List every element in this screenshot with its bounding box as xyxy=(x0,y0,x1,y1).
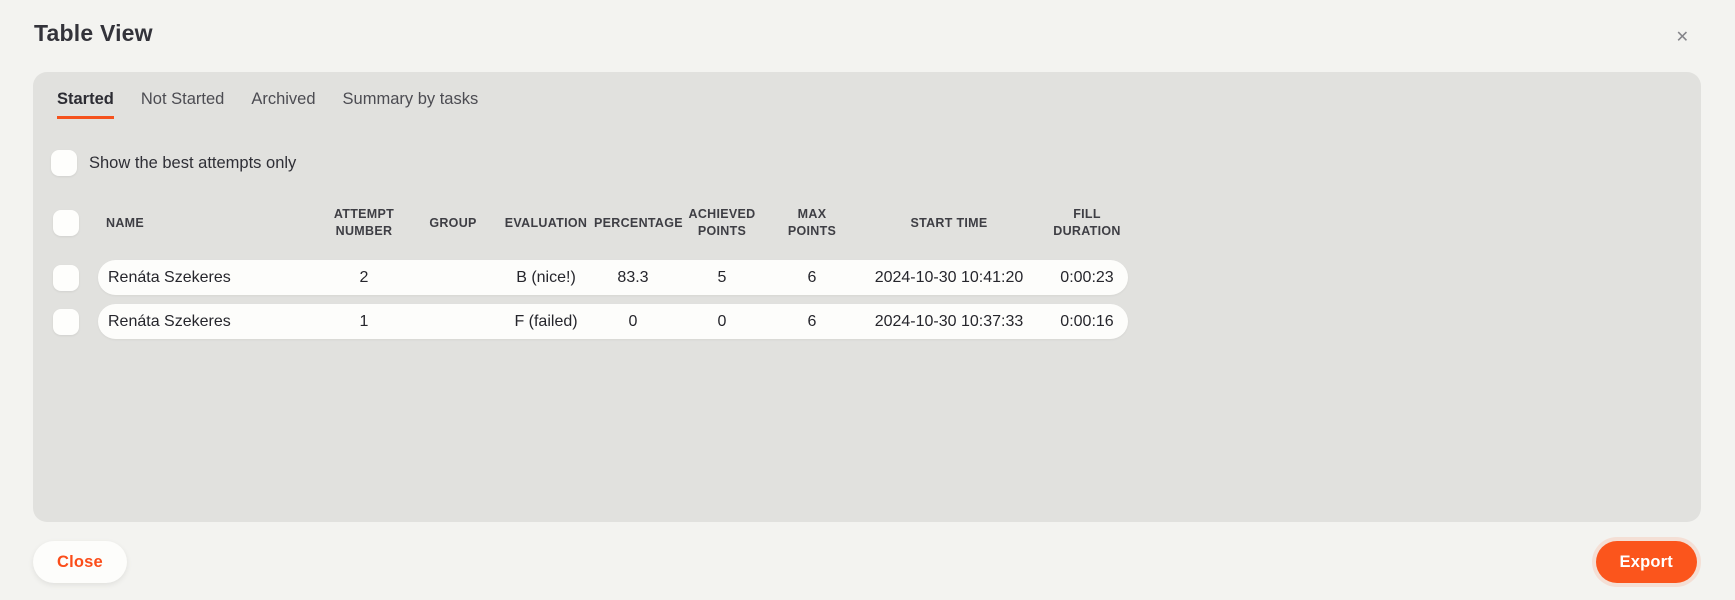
cell-start-time: 2024-10-30 10:37:33 xyxy=(874,312,1024,330)
tab-summary-by-tasks[interactable]: Summary by tasks xyxy=(342,90,479,108)
best-attempts-checkbox[interactable] xyxy=(51,150,77,176)
column-header-fill-duration: FILL DURATION xyxy=(1053,207,1121,238)
cell-evaluation: B (nice!) xyxy=(516,268,576,286)
column-header-percentage: PERCENTAGE xyxy=(594,215,683,230)
best-attempts-filter: Show the best attempts only xyxy=(51,150,1677,176)
close-icon[interactable]: ✕ xyxy=(1675,29,1689,46)
column-header-max-points: MAX POINTS xyxy=(787,207,837,238)
select-all-checkbox[interactable] xyxy=(53,210,79,236)
cell-achieved-points: 5 xyxy=(717,268,727,286)
tab-archived[interactable]: Archived xyxy=(251,90,316,108)
best-attempts-label: Show the best attempts only xyxy=(89,153,297,172)
table-row: Renáta Szekeres 2 B (nice!) 83.3 5 6 202… xyxy=(53,260,1677,295)
cell-max-points: 6 xyxy=(807,268,817,286)
column-header-start-time: START TIME xyxy=(910,215,988,230)
cell-percentage: 0 xyxy=(628,312,638,330)
export-button[interactable]: Export xyxy=(1595,541,1697,583)
cell-start-time: 2024-10-30 10:41:20 xyxy=(874,268,1024,286)
cell-fill-duration: 0:00:23 xyxy=(1060,268,1114,286)
column-header-name: NAME xyxy=(106,215,145,230)
table-view-panel: Started Not Started Archived Summary by … xyxy=(33,72,1701,522)
table-header-grid: NAME ATTEMPT NUMBER GROUP EVALUATION PER… xyxy=(98,206,1128,240)
table-body: Renáta Szekeres 2 B (nice!) 83.3 5 6 202… xyxy=(53,260,1677,339)
attempts-table: NAME ATTEMPT NUMBER GROUP EVALUATION PER… xyxy=(53,197,1677,339)
cell-max-points: 6 xyxy=(807,312,817,330)
attempt-row[interactable]: Renáta Szekeres 2 B (nice!) 83.3 5 6 202… xyxy=(98,260,1128,295)
column-header-attempt-number: ATTEMPT NUMBER xyxy=(333,207,395,238)
column-header-group: GROUP xyxy=(429,215,477,230)
cell-fill-duration: 0:00:16 xyxy=(1060,312,1114,330)
modal-footer: Close Export xyxy=(33,541,1697,583)
cell-percentage: 83.3 xyxy=(617,268,649,286)
row-checkbox[interactable] xyxy=(53,264,79,291)
table-header-row: NAME ATTEMPT NUMBER GROUP EVALUATION PER… xyxy=(53,197,1677,249)
tab-bar: Started Not Started Archived Summary by … xyxy=(57,90,1677,119)
table-row: Renáta Szekeres 1 F (failed) 0 0 6 2024-… xyxy=(53,304,1677,339)
row-checkbox[interactable] xyxy=(53,308,79,335)
cell-attempt-number: 1 xyxy=(359,312,369,330)
page-title: Table View xyxy=(34,20,153,46)
close-button[interactable]: Close xyxy=(33,541,127,583)
column-header-achieved-points: ACHIEVED POINTS xyxy=(688,207,756,238)
column-header-evaluation: EVALUATION xyxy=(504,215,588,230)
tab-not-started[interactable]: Not Started xyxy=(140,90,225,108)
tab-started[interactable]: Started xyxy=(57,90,114,119)
cell-evaluation: F (failed) xyxy=(514,312,578,330)
cell-achieved-points: 0 xyxy=(717,312,727,330)
cell-name: Renáta Szekeres xyxy=(108,312,231,330)
cell-attempt-number: 2 xyxy=(359,268,369,286)
cell-name: Renáta Szekeres xyxy=(108,268,231,286)
attempt-row[interactable]: Renáta Szekeres 1 F (failed) 0 0 6 2024-… xyxy=(98,304,1128,339)
